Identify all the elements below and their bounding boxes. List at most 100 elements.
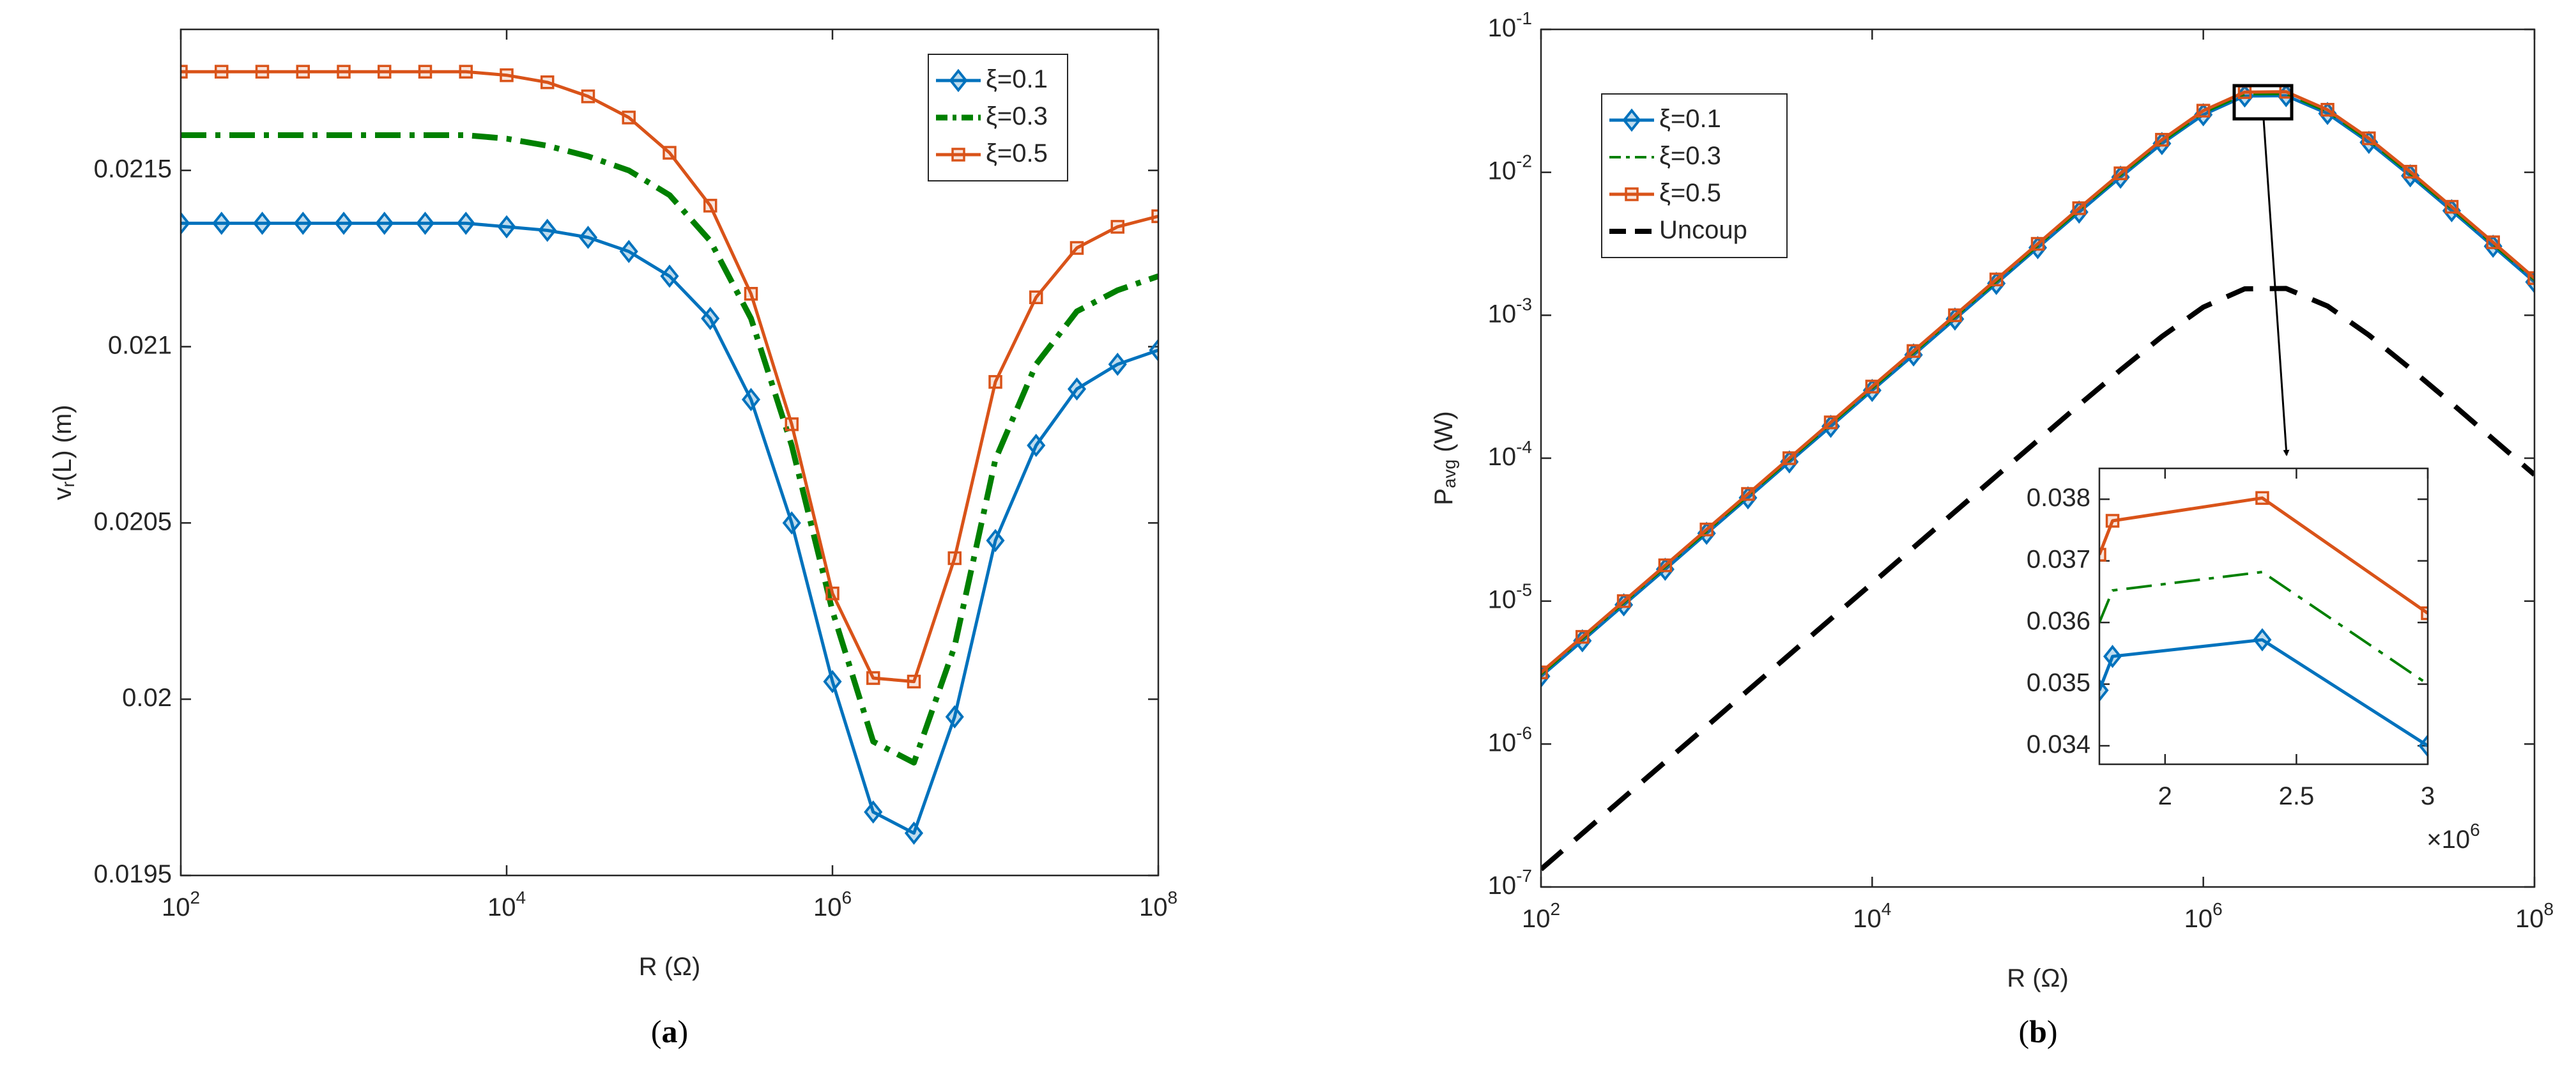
marker-square xyxy=(296,65,310,79)
y-tick-label: 0.035 xyxy=(2027,668,2090,697)
marker-square xyxy=(703,199,717,213)
marker-diamond xyxy=(701,307,720,330)
plot-lines xyxy=(2099,491,2428,758)
zoom-box xyxy=(2232,84,2294,121)
series-line xyxy=(1541,94,2534,678)
marker-square xyxy=(2320,103,2334,117)
marker-diamond xyxy=(1149,338,1158,362)
marker-square xyxy=(2486,235,2500,249)
y-axis-label: vr(L) (m) xyxy=(49,405,78,500)
marker-diamond xyxy=(2253,628,2272,652)
legend-label: ξ=0.3 xyxy=(1659,142,1721,170)
x-tick-label: 106 xyxy=(813,888,852,921)
x-tick-label: 108 xyxy=(1139,888,1177,921)
y-tick-label: 10-4 xyxy=(1488,437,1532,471)
marker-square xyxy=(1110,220,1124,234)
marker-square xyxy=(2099,548,2106,562)
marker-square xyxy=(214,65,229,79)
marker-square xyxy=(2105,514,2120,528)
marker-square xyxy=(2196,104,2211,118)
y-tick-label: 0.0215 xyxy=(94,155,172,183)
marker-square xyxy=(1575,629,1590,644)
x-tick-label: 2 xyxy=(2158,782,2172,810)
marker-diamond xyxy=(456,212,475,235)
x-axis-label: R (Ω) xyxy=(639,953,701,981)
marker-square xyxy=(2072,201,2087,215)
y-tick-label: 10-2 xyxy=(1488,151,1532,185)
series-line xyxy=(1541,90,2534,674)
marker-diamond xyxy=(293,212,312,235)
series-line xyxy=(1541,286,2534,872)
x-tick-label: 3 xyxy=(2421,782,2435,810)
marker-square xyxy=(2113,166,2128,180)
series-line xyxy=(181,132,1158,766)
y-axis-label: Pavg (W) xyxy=(1430,411,1459,505)
axes-box xyxy=(2098,467,2429,766)
marker-square xyxy=(744,287,758,301)
marker-square xyxy=(1948,308,1962,323)
marker-diamond xyxy=(538,219,557,242)
x-tick-label: 2.5 xyxy=(2279,782,2315,810)
marker-square xyxy=(255,65,270,79)
series-line xyxy=(2099,638,2428,748)
x-axis-label: R (Ω) xyxy=(2007,964,2069,992)
legend-label: Uncoup xyxy=(1659,216,1747,244)
marker-diamond xyxy=(252,212,272,235)
marker-square xyxy=(540,75,555,89)
marker-diamond xyxy=(1067,377,1087,401)
marker-square xyxy=(663,146,677,160)
marker-square xyxy=(459,65,473,79)
marker-square xyxy=(1658,558,1673,573)
marker-diamond xyxy=(782,511,801,535)
caption: (b) xyxy=(2018,1013,2057,1049)
series-line xyxy=(181,70,1158,684)
marker-diamond xyxy=(660,264,679,288)
marker-diamond xyxy=(864,800,883,824)
marker-square xyxy=(1782,451,1797,465)
marker-square xyxy=(1029,290,1043,305)
marker-square xyxy=(622,111,636,125)
marker-diamond xyxy=(2099,679,2109,702)
plot-lines xyxy=(181,65,1158,845)
y-tick-label: 0.0205 xyxy=(94,507,172,536)
marker-square xyxy=(785,417,799,431)
marker-square xyxy=(1625,187,1639,201)
legend-label: ξ=0.3 xyxy=(986,102,1048,130)
marker-square xyxy=(988,374,1002,389)
legend-label: ξ=0.5 xyxy=(1659,179,1721,207)
marker-square xyxy=(2030,236,2045,251)
marker-square xyxy=(337,65,351,79)
axes-box xyxy=(180,28,1160,877)
marker-diamond xyxy=(578,226,598,249)
marker-square xyxy=(1906,344,1920,358)
marker-diamond xyxy=(497,215,516,239)
marker-diamond xyxy=(1108,352,1127,376)
y-tick-label: 0.0195 xyxy=(94,860,172,888)
marker-square xyxy=(2527,271,2534,285)
marker-diamond xyxy=(212,212,231,235)
x-tick-label: 102 xyxy=(162,888,200,921)
series-line xyxy=(2099,571,2428,686)
marker-square xyxy=(2362,131,2376,146)
y-tick-label: 0.034 xyxy=(2027,730,2090,759)
y-tick-label: 10-3 xyxy=(1488,294,1532,328)
legend-label: ξ=0.1 xyxy=(1659,105,1721,133)
marker-square xyxy=(2403,164,2418,179)
legend: ξ=0.1 ξ=0.3 ξ=0.5 xyxy=(928,54,1068,181)
marker-diamond xyxy=(1622,108,1641,132)
x-tick-label: 104 xyxy=(1853,899,1891,933)
x-exponent-label: ×106 xyxy=(2426,820,2480,854)
marker-square xyxy=(581,89,595,104)
zoom-arrow xyxy=(2262,118,2290,456)
marker-square xyxy=(2444,199,2459,214)
plot-lines xyxy=(1541,84,2534,872)
marker-square xyxy=(181,65,188,79)
x-tick-label: 106 xyxy=(2184,899,2223,933)
legend-label: ξ=0.1 xyxy=(986,65,1048,93)
marker-square xyxy=(1699,522,1713,537)
marker-square xyxy=(1070,241,1084,255)
marker-square xyxy=(2237,85,2252,99)
y-tick-label: 10-6 xyxy=(1488,723,1532,757)
marker-diamond xyxy=(945,705,964,728)
y-tick-label: 10-7 xyxy=(1488,866,1532,900)
